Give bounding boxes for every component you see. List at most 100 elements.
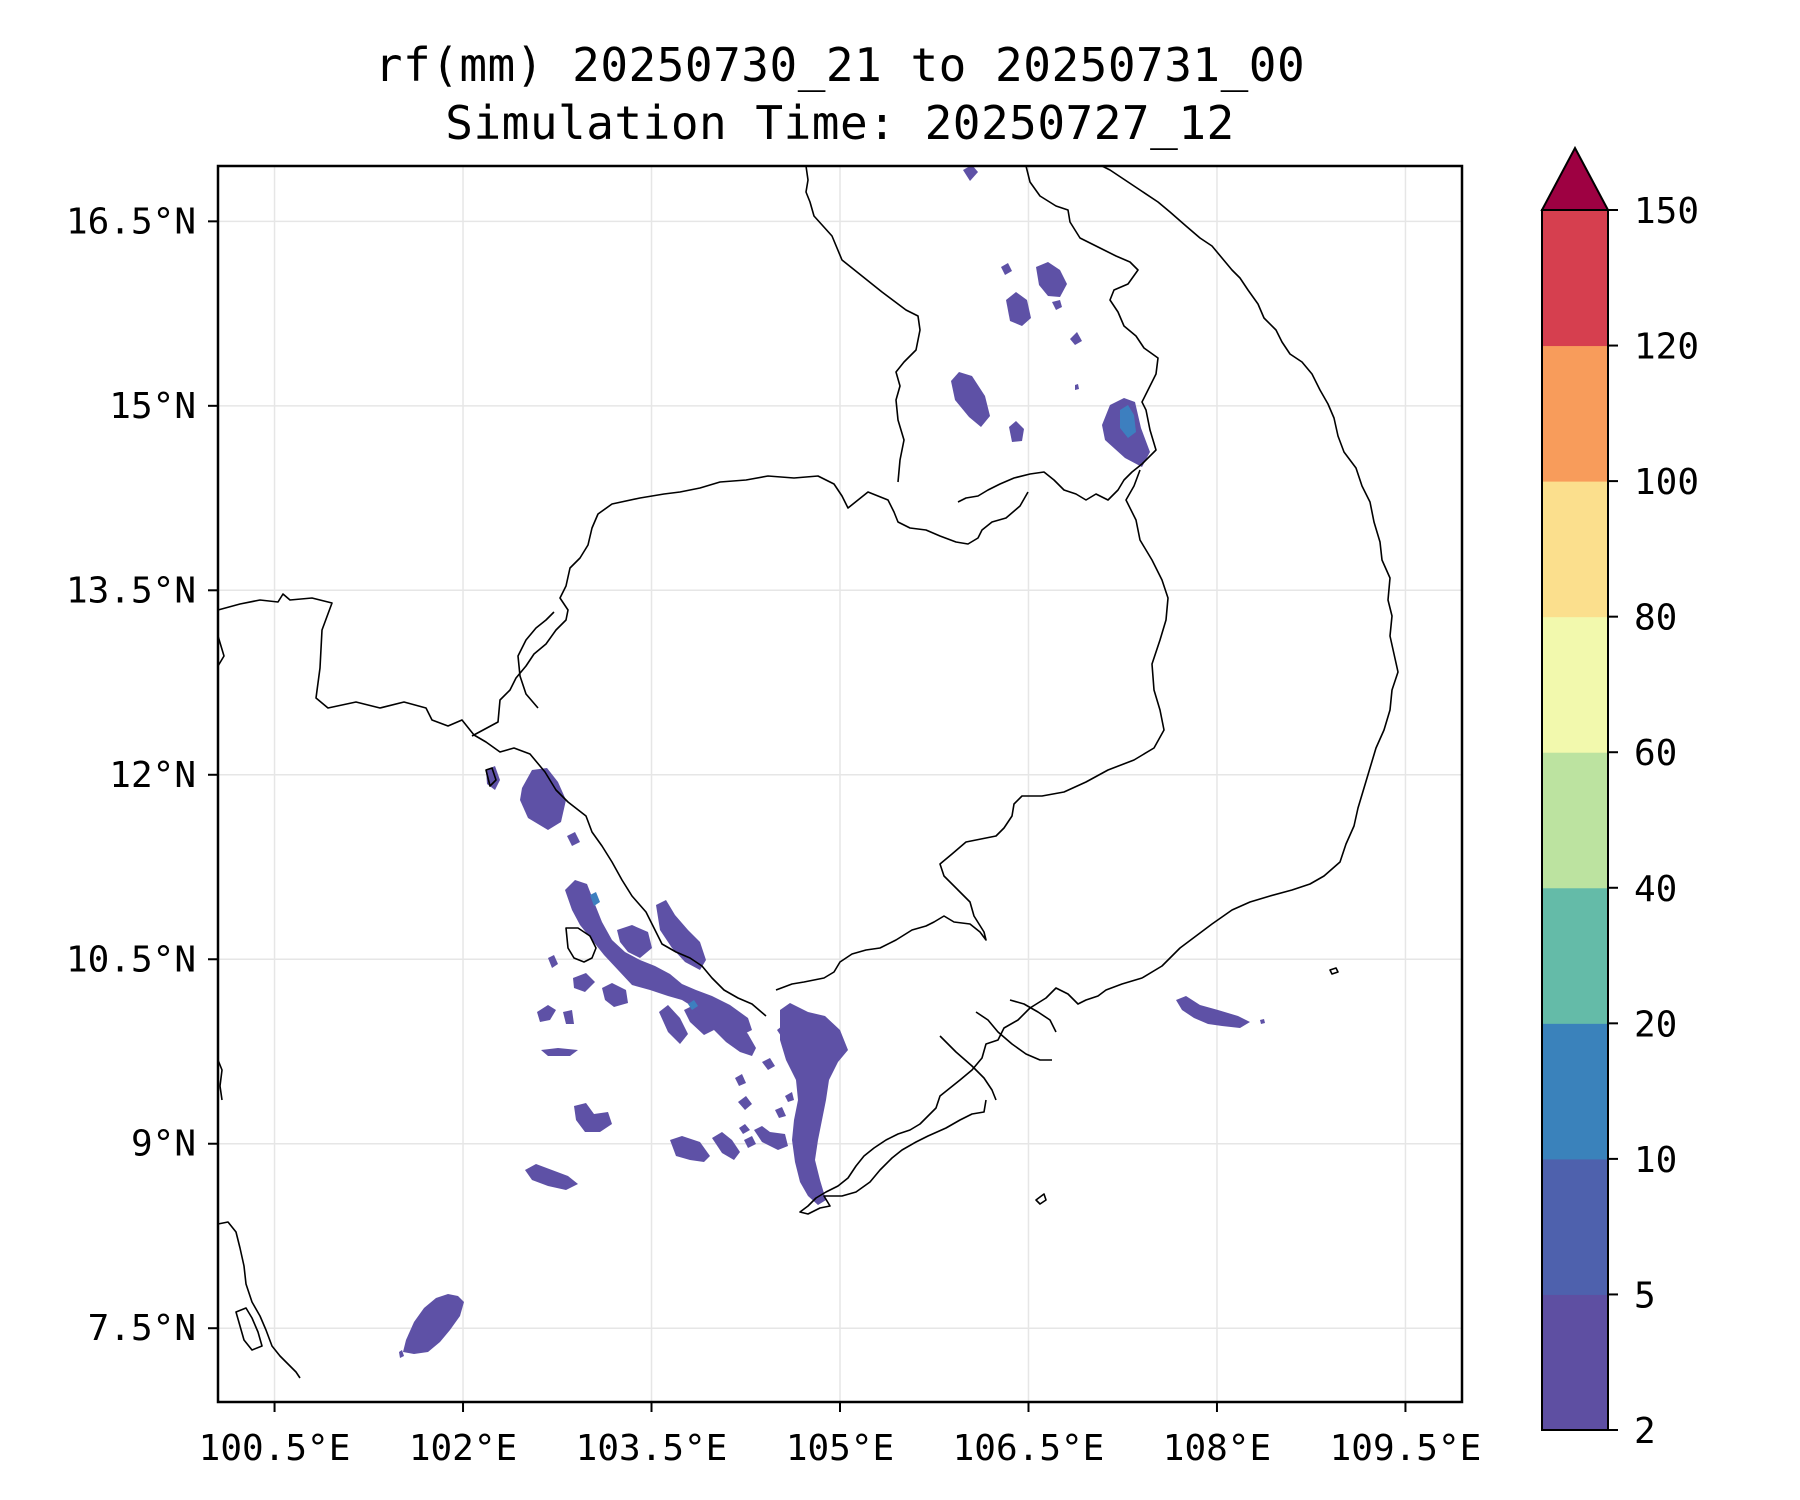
rain-region bbox=[775, 1107, 786, 1118]
rain-region bbox=[617, 925, 652, 958]
rain-region bbox=[1006, 292, 1031, 326]
malaysia-coast bbox=[217, 1221, 301, 1379]
thai-cambodia-border bbox=[471, 475, 1029, 737]
colorbar-frame bbox=[1541, 209, 1609, 1431]
malaysia-coast-inner bbox=[235, 1307, 263, 1351]
plot-title-line-1: rf(mm) 20250730_21 to 20250731_00 bbox=[374, 38, 1306, 92]
cambodia-border-west bbox=[517, 611, 555, 709]
lat-tick-label: 9°N bbox=[131, 1124, 196, 1165]
west-edge-coast bbox=[217, 1059, 223, 1101]
lon-tick-label: 102°E bbox=[409, 1428, 517, 1469]
colorbar-segment bbox=[1542, 1294, 1608, 1431]
cambodia-vietnam-border-east bbox=[775, 469, 1169, 991]
rain-region bbox=[548, 955, 558, 968]
lat-tick-label: 15°N bbox=[109, 386, 196, 427]
coastlines-and-borders bbox=[217, 165, 1399, 1379]
laos-vietnam-border bbox=[957, 165, 1159, 503]
rain-region bbox=[1075, 384, 1079, 390]
colorbar-tick-label: 20 bbox=[1634, 1004, 1677, 1045]
rain-region bbox=[573, 973, 595, 992]
rain-region bbox=[403, 1294, 464, 1354]
lat-tick-label: 16.5°N bbox=[66, 201, 196, 242]
delta-channel bbox=[939, 1035, 997, 1101]
rain-region bbox=[537, 1005, 556, 1022]
rain-region bbox=[963, 165, 978, 181]
rain-region bbox=[567, 832, 580, 846]
rain-region bbox=[1001, 263, 1012, 275]
colorbar-extend-arrow bbox=[1540, 145, 1610, 211]
gulf-islands-coast bbox=[565, 927, 597, 963]
colorbar-segment bbox=[1542, 210, 1608, 347]
rain-region bbox=[541, 1048, 578, 1056]
lon-tick-label: 109.5°E bbox=[1330, 1428, 1482, 1469]
island bbox=[1329, 967, 1339, 975]
lat-tick-label: 10.5°N bbox=[66, 939, 196, 980]
colorbar-segment bbox=[1542, 616, 1608, 753]
colorbar-tick-label: 120 bbox=[1634, 327, 1699, 368]
colorbar: 2 5 10 20 40 60 80 100 120 150 bbox=[1540, 145, 1699, 1452]
colorbar-segment bbox=[1542, 1023, 1608, 1160]
colorbar-tick-label: 5 bbox=[1634, 1275, 1656, 1316]
island bbox=[485, 767, 497, 787]
rain-region bbox=[670, 1136, 710, 1162]
vietnam-coastline-east bbox=[799, 165, 1399, 1215]
rain-region bbox=[712, 1132, 740, 1160]
rain-region-heavy bbox=[1120, 405, 1136, 438]
rain-region bbox=[602, 983, 628, 1007]
rain-region bbox=[780, 1003, 848, 1205]
rain-region bbox=[785, 1092, 794, 1102]
colorbar-tick-label: 80 bbox=[1634, 598, 1677, 639]
lat-tick-label: 13.5°N bbox=[66, 570, 196, 611]
island bbox=[1035, 1193, 1047, 1205]
colorbar-tick-label: 60 bbox=[1634, 733, 1677, 774]
rain-region bbox=[686, 992, 756, 1056]
colorbar-tick-label: 10 bbox=[1634, 1140, 1677, 1181]
lat-tick-label: 12°N bbox=[109, 755, 196, 796]
plot-title-line-2: Simulation Time: 20250727_12 bbox=[445, 96, 1235, 150]
rainfall-regions bbox=[399, 165, 1265, 1358]
rain-region bbox=[1176, 996, 1250, 1028]
rain-region bbox=[684, 1005, 714, 1035]
thailand-coastline-west bbox=[217, 593, 767, 1017]
rain-region bbox=[525, 1164, 578, 1190]
rainfall-regions-heavy bbox=[590, 405, 1136, 1010]
rain-region-heavy bbox=[688, 1000, 698, 1010]
rain-region bbox=[762, 1058, 775, 1070]
rain-region bbox=[951, 372, 990, 427]
rain-region bbox=[1052, 300, 1062, 310]
colorbar-segment bbox=[1542, 345, 1608, 482]
colorbar-segment bbox=[1542, 1158, 1608, 1295]
laos-border-north bbox=[805, 165, 921, 483]
lon-tick-label: 100.5°E bbox=[199, 1428, 351, 1469]
lon-tick-label: 108°E bbox=[1163, 1428, 1271, 1469]
rain-region bbox=[1070, 332, 1082, 345]
rain-region bbox=[656, 900, 706, 970]
lat-tick-label: 7.5°N bbox=[88, 1308, 196, 1349]
colorbar-segment bbox=[1542, 887, 1608, 1024]
rain-region-heavy bbox=[590, 892, 600, 906]
rain-region bbox=[1036, 262, 1067, 297]
rain-region bbox=[1009, 421, 1024, 442]
rain-region bbox=[399, 1350, 404, 1358]
rain-region bbox=[744, 1136, 756, 1148]
rain-region bbox=[563, 1010, 574, 1024]
rain-region bbox=[574, 1103, 612, 1132]
colorbar-segment bbox=[1542, 752, 1608, 889]
rain-region bbox=[520, 768, 566, 830]
rain-region bbox=[1260, 1019, 1265, 1024]
coastline-west-edge bbox=[217, 635, 225, 667]
rain-region bbox=[754, 1126, 788, 1150]
lon-tick-label: 106.5°E bbox=[953, 1428, 1105, 1469]
colorbar-tick-label: 2 bbox=[1634, 1411, 1656, 1452]
delta-channel bbox=[975, 1011, 1052, 1061]
lon-tick-label: 103.5°E bbox=[576, 1428, 728, 1469]
delta-channel bbox=[1009, 999, 1057, 1033]
colorbar-tick-label: 100 bbox=[1634, 462, 1699, 503]
rain-region bbox=[739, 1124, 750, 1134]
lon-tick-label: 105°E bbox=[786, 1428, 894, 1469]
colorbar-segment bbox=[1542, 481, 1608, 618]
colorbar-tick-label: 150 bbox=[1634, 191, 1699, 232]
axis-ticks: 100.5°E 102°E 103.5°E 105°E 106.5°E 108°E 109.… bbox=[66, 201, 1481, 1469]
rain-region bbox=[659, 1005, 688, 1044]
